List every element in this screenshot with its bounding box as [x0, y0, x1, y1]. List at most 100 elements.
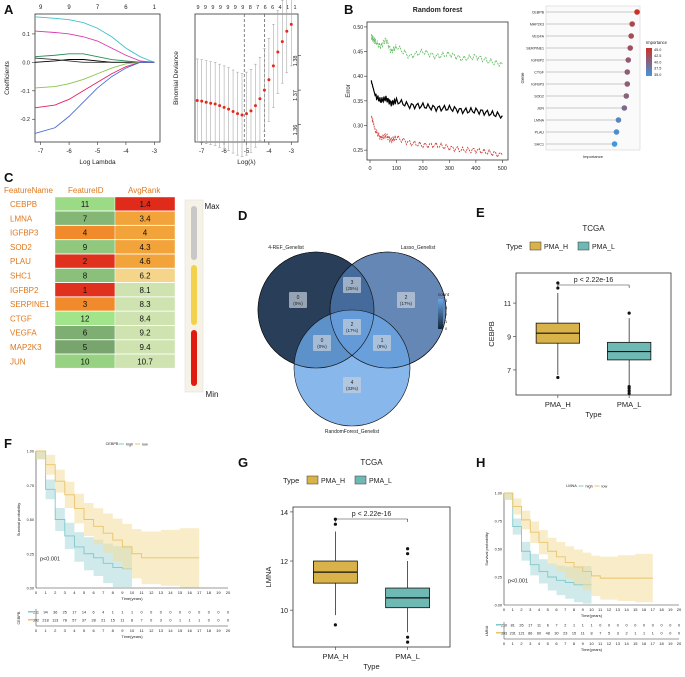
y-axis-label: Survival probability: [484, 532, 489, 566]
top-tick-label: 7: [96, 5, 100, 11]
risk-row-swatch-high: [496, 624, 501, 626]
y-tick-label: 0.00: [495, 604, 502, 608]
feature-name: SERPINE1: [10, 300, 50, 309]
deviance-point: [271, 64, 275, 68]
risk-count-low: 11: [581, 632, 585, 636]
feature-name: CEBPB: [10, 200, 37, 209]
risk-x-tick-label: 1: [44, 628, 47, 633]
top-tick-label: 6: [271, 5, 274, 11]
venn-diagram: 4-REF_Genelist Lasso_Genelist RandomForest…: [257, 245, 450, 435]
feature-rank-table: FeatureName FeatureID AvgRank CEBPB 11 1.4 LMN…: [4, 186, 220, 399]
featureid-value: 2: [83, 257, 88, 266]
x-tick-label: 17: [651, 607, 656, 612]
risk-x-tick-label: 19: [216, 628, 221, 633]
scale-bar-grey: [191, 206, 197, 260]
top-tick-label: 9: [67, 5, 71, 11]
x-tick-label: -5: [244, 149, 250, 155]
plot-frame: [34, 13, 161, 143]
pvalue-label: p < 2.22e-16: [574, 277, 614, 284]
box-outlier: [333, 623, 337, 627]
venn-region-box: [397, 292, 415, 308]
venn-region-pct: (17%): [400, 301, 413, 306]
panel-label-a: A: [4, 2, 14, 17]
x-tick-label: -3: [152, 149, 158, 155]
avgrank-value: 9.2: [139, 329, 151, 338]
risk-count-high: 0: [150, 611, 152, 615]
plot-frame: [292, 506, 451, 648]
legend-tick-label: 40.0: [654, 60, 661, 64]
legend-label-low: low: [142, 443, 148, 447]
gene-label: IGFBP2: [531, 59, 544, 63]
plot-frame: [515, 272, 672, 396]
avgrank-value: 8.1: [139, 286, 151, 295]
x-tick-label: 300: [445, 166, 454, 170]
risk-count-high: 1: [112, 611, 114, 615]
y-tick-label: 0.50: [353, 25, 363, 31]
legend-label-pma-h: PMA_H: [544, 244, 568, 251]
risk-count-low: 1: [634, 632, 636, 636]
venn-set-label: Lasso_Genelist: [401, 245, 436, 251]
risk-x-tick-label: 3: [64, 628, 67, 633]
y-axis-label: Survival probability: [16, 503, 21, 537]
x-axis-label: Importance: [583, 154, 604, 159]
venn-set-label: RandomForest_Genelist: [325, 429, 380, 435]
y-tick-label: 9: [507, 335, 511, 342]
risk-x-tick-label: 14: [624, 641, 629, 646]
risk-count-low: 8: [590, 632, 592, 636]
gene-label: JUN: [537, 107, 544, 111]
feature-name: IGFBP3: [10, 229, 39, 238]
gene-label: VEGFA: [532, 35, 545, 39]
x-tick-label: 18: [659, 607, 664, 612]
deviance-point: [213, 102, 217, 106]
x-tick-label: -5: [95, 149, 101, 155]
y-tick-label: 0.40: [353, 74, 363, 80]
box-outlier: [406, 547, 410, 551]
legend-tick-label: 45.0: [654, 48, 661, 52]
gene-label: SOD2: [534, 95, 544, 99]
legend-title: LMNA: [566, 484, 577, 488]
deviance-point: [280, 40, 284, 44]
pvalue-label: p < 2.22e-16: [352, 511, 392, 518]
box-outlier: [556, 281, 560, 285]
risk-x-tick-label: 5: [83, 628, 86, 633]
feature-name: LMNA: [10, 214, 33, 223]
venn-region-pct: (0%): [317, 344, 327, 349]
x-tick-label: -3: [289, 149, 295, 155]
avgrank-cell: [114, 225, 176, 240]
risk-count-high: 0: [625, 624, 627, 628]
risk-count-high: 0: [198, 611, 200, 615]
legend-colorbar: [646, 48, 652, 76]
y-tick-label: 0.45: [353, 50, 363, 56]
top-tick-label: 9: [234, 5, 237, 11]
risk-count-low: 0: [227, 619, 229, 623]
panel-label-e: E: [476, 205, 485, 220]
risk-count-low: 21: [101, 619, 105, 623]
risk-count-low: 8: [131, 619, 133, 623]
x-tick-label: 3: [529, 607, 532, 612]
pvalue-label: p<0.001: [508, 579, 528, 585]
risk-count-high: 1: [590, 624, 592, 628]
box-outlier: [627, 389, 631, 393]
risk-x-tick-label: 2: [54, 628, 57, 633]
top-tick-label: 1: [153, 5, 157, 11]
avgrank-cell: [114, 354, 176, 369]
legend-swatch-pma-h: [529, 241, 542, 251]
y-tick-label: 0.30: [353, 124, 363, 130]
risk-count-high: 0: [141, 611, 143, 615]
survival-curve-high: [36, 450, 132, 570]
x-axis-label: Type: [363, 662, 379, 671]
avgrank-value: 4.3: [139, 243, 151, 252]
y-tick-label: 0.75: [27, 484, 34, 488]
venn-region-pct: (33%): [346, 386, 359, 391]
feature-name: JUN: [10, 357, 26, 366]
y-tick-label: 10: [280, 608, 288, 615]
y-tick-label: 0.25: [353, 148, 363, 154]
risk-count-high: 0: [608, 624, 610, 628]
top-tick-label: 7: [256, 5, 259, 11]
coef-line-s3: [34, 53, 155, 63]
risk-count-low: 15: [111, 619, 115, 623]
risk-x-tick-label: 15: [633, 641, 638, 646]
y-tick-label: 0.50: [495, 548, 502, 552]
risk-x-tick-label: 12: [607, 641, 612, 646]
risk-x-tick-label: 8: [573, 641, 576, 646]
